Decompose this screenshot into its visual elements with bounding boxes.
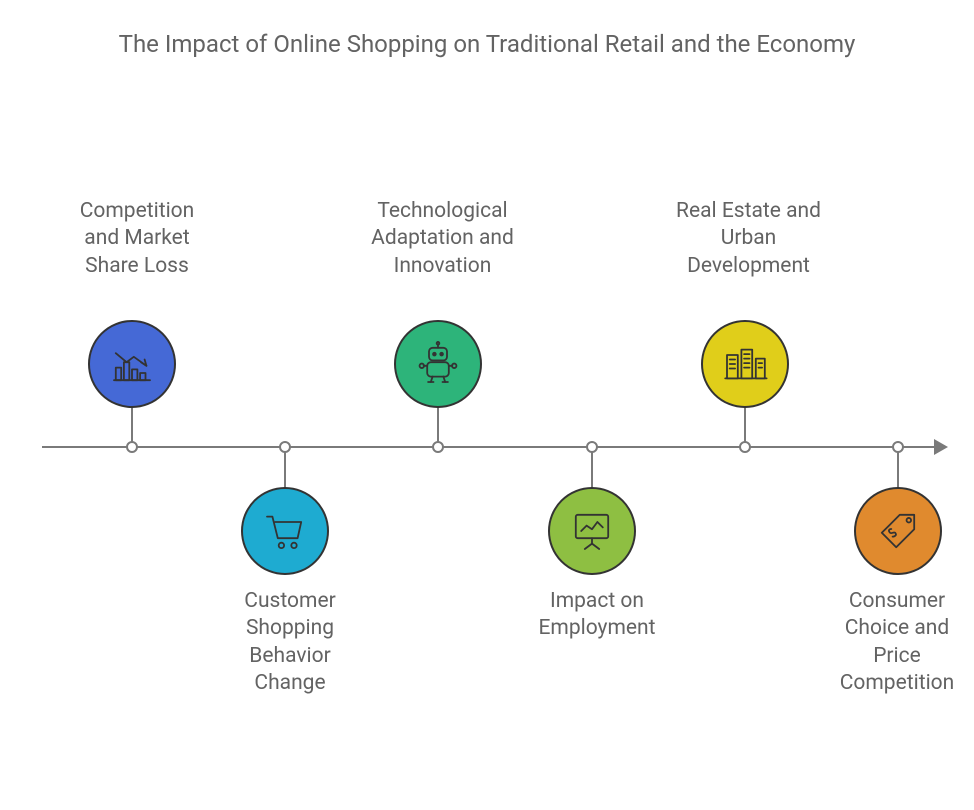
price-tag-icon (871, 504, 925, 558)
node-label-competition: Competition and Market Share Loss (62, 198, 212, 280)
timeline-connector (284, 452, 286, 490)
node-label-consumer: Consumer Choice and Price Competition (822, 588, 972, 697)
timeline-arrow-icon (934, 439, 948, 455)
node-circle-realestate (701, 320, 789, 408)
timeline-connector (131, 405, 133, 443)
node-label-behavior: Customer Shopping Behavior Change (215, 588, 365, 697)
node-circle-technology (394, 320, 482, 408)
timeline-axis (42, 446, 942, 448)
node-circle-behavior (241, 487, 329, 575)
node-circle-competition (88, 320, 176, 408)
timeline-connector (744, 405, 746, 443)
timeline: Competition and Market Share Loss Custom… (0, 0, 974, 810)
shopping-cart-icon (258, 504, 312, 558)
node-circle-consumer (854, 487, 942, 575)
timeline-connector (437, 405, 439, 443)
node-label-employment: Impact on Employment (522, 588, 672, 643)
node-label-realestate: Real Estate and Urban Development (666, 198, 831, 280)
node-circle-employment (548, 487, 636, 575)
presentation-chart-icon (565, 504, 619, 558)
timeline-connector (591, 452, 593, 490)
buildings-icon (718, 337, 772, 391)
node-label-technology: Technological Adaptation and Innovation (360, 198, 525, 280)
timeline-connector (897, 452, 899, 490)
chart-down-icon (105, 337, 159, 391)
robot-icon (411, 337, 465, 391)
